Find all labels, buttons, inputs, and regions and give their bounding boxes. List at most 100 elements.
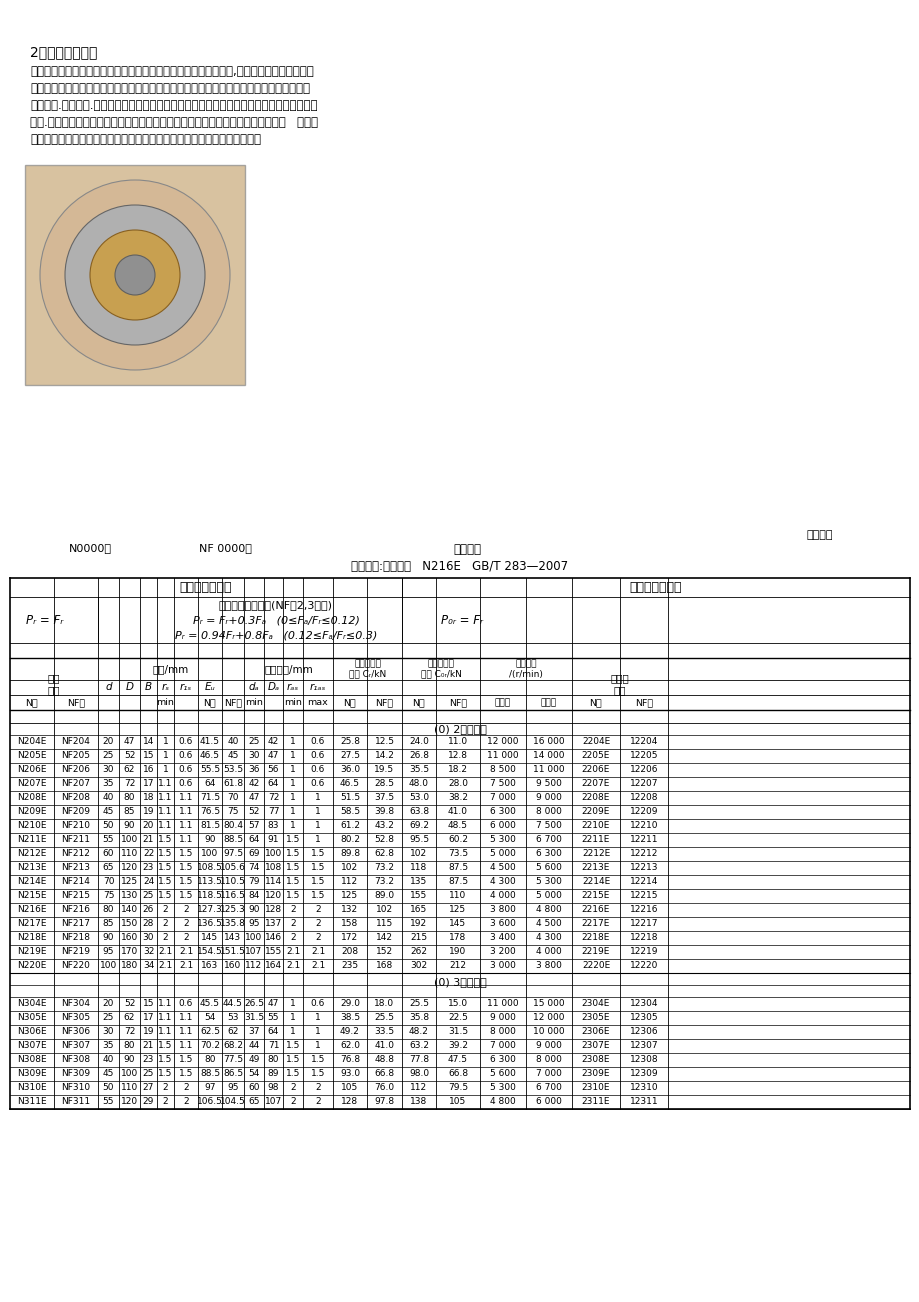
Text: 113.5: 113.5 [197,878,222,887]
Text: 106.5: 106.5 [197,1098,222,1107]
Text: 42: 42 [248,780,259,789]
Text: NF207: NF207 [62,780,90,789]
Text: 64: 64 [204,780,215,789]
Text: 5 000: 5 000 [536,892,562,901]
Text: 9 000: 9 000 [536,793,562,802]
Text: Pᵣ = 0.94Fᵣ+0.8Fₐ   (0.12≤Fₐ/Fᵣ≤0.3): Pᵣ = 0.94Fᵣ+0.8Fₐ (0.12≤Fₐ/Fᵣ≤0.3) [175,630,377,641]
Text: NF220: NF220 [62,961,90,970]
Text: 1.5: 1.5 [286,849,300,858]
Text: 93.0: 93.0 [339,1069,359,1078]
Text: 72: 72 [267,793,278,802]
Text: 1.5: 1.5 [158,1042,173,1051]
Text: 1.1: 1.1 [178,807,193,816]
Text: 0.6: 0.6 [311,766,324,775]
Text: 63.2: 63.2 [409,1042,428,1051]
Text: 102: 102 [410,849,427,858]
Text: 1.5: 1.5 [286,892,300,901]
Text: 12207: 12207 [630,780,657,789]
Text: 41.0: 41.0 [374,1042,394,1051]
Text: 164: 164 [265,961,282,970]
Text: 3 200: 3 200 [490,948,516,957]
Text: 标记示例:滚动轴承   N216E   GB/T 283—2007: 标记示例:滚动轴承 N216E GB/T 283—2007 [351,560,568,573]
Text: 47: 47 [124,737,135,746]
Text: 原轴承
代号: 原轴承 代号 [610,673,629,695]
Text: NF210: NF210 [62,822,90,831]
Text: 1: 1 [315,807,321,816]
Text: min: min [244,698,263,707]
Text: 2: 2 [163,905,168,914]
Text: 1.5: 1.5 [158,863,173,872]
Text: 12305: 12305 [629,1013,658,1022]
Text: 190: 190 [448,948,466,957]
Text: 2: 2 [315,1083,321,1092]
Text: 安装尺寸: 安装尺寸 [452,543,481,556]
Text: 1.5: 1.5 [311,863,324,872]
Text: 62: 62 [124,1013,135,1022]
Text: 76.5: 76.5 [199,807,220,816]
Text: 0.6: 0.6 [311,1000,324,1009]
Text: 262: 262 [410,948,427,957]
Text: NF209: NF209 [62,807,90,816]
Text: N213E: N213E [17,863,47,872]
Text: N210E: N210E [17,822,47,831]
Text: N310E: N310E [17,1083,47,1092]
Text: 47: 47 [267,751,278,760]
Text: 12212: 12212 [630,849,657,858]
Text: NF219: NF219 [62,948,90,957]
Text: 66.8: 66.8 [374,1069,394,1078]
Text: 125: 125 [449,905,466,914]
Text: 2.1: 2.1 [311,948,324,957]
Text: 0.6: 0.6 [178,737,193,746]
Text: N308E: N308E [17,1056,47,1065]
Text: 108: 108 [265,863,282,872]
Text: 80: 80 [124,793,135,802]
Text: D: D [125,682,133,693]
Text: 128: 128 [265,905,282,914]
Text: 30: 30 [248,751,259,760]
Text: 2310E: 2310E [581,1083,609,1092]
Text: 47.5: 47.5 [448,1056,468,1065]
Text: 2216E: 2216E [581,905,609,914]
Text: 102: 102 [376,905,392,914]
Text: 118: 118 [410,863,427,872]
Text: 30: 30 [142,934,154,943]
Text: 29: 29 [142,1098,154,1107]
Text: 2: 2 [315,934,321,943]
Text: 15 000: 15 000 [533,1000,564,1009]
Text: 12307: 12307 [629,1042,658,1051]
Text: 2.1: 2.1 [158,961,173,970]
Text: 62: 62 [124,766,135,775]
Text: 208: 208 [341,948,358,957]
Text: 60.2: 60.2 [448,836,468,845]
Text: 32: 32 [142,948,154,957]
Text: 80: 80 [267,1056,279,1065]
Text: 107: 107 [265,1098,282,1107]
Text: 8 000: 8 000 [536,1056,562,1065]
Text: 100: 100 [265,849,282,858]
Text: N型: N型 [26,698,39,707]
Text: NF204: NF204 [62,737,90,746]
Text: 40: 40 [103,793,114,802]
Text: NF308: NF308 [62,1056,90,1065]
Text: 69.2: 69.2 [409,822,428,831]
Text: 88.5: 88.5 [222,836,243,845]
Text: 35.5: 35.5 [408,766,428,775]
Bar [25,165,244,385]
Text: 83: 83 [267,822,279,831]
Text: 4 500: 4 500 [490,863,516,872]
Text: 89: 89 [267,1069,279,1078]
Text: 25.8: 25.8 [340,737,359,746]
Text: 75: 75 [103,892,114,901]
Text: 4 000: 4 000 [490,892,516,901]
Text: 圆柱滚子轴承的滚子通常由一个轴承套圈的两个挡边引导，保持架,滚子和引导套圈组成一组: 圆柱滚子轴承的滚子通常由一个轴承套圈的两个挡边引导，保持架,滚子和引导套圈组成一… [30,65,313,78]
Text: P₀ᵣ = Fᵣ: P₀ᵣ = Fᵣ [440,613,482,626]
Text: 45.5: 45.5 [199,1000,220,1009]
Text: 12.5: 12.5 [374,737,394,746]
Text: 80.4: 80.4 [222,822,243,831]
Text: 1: 1 [315,822,321,831]
Text: 80: 80 [204,1056,216,1065]
Text: 160: 160 [120,934,138,943]
Text: 2.1: 2.1 [286,948,300,957]
Text: 89.8: 89.8 [339,849,359,858]
Text: 4 500: 4 500 [536,919,562,928]
